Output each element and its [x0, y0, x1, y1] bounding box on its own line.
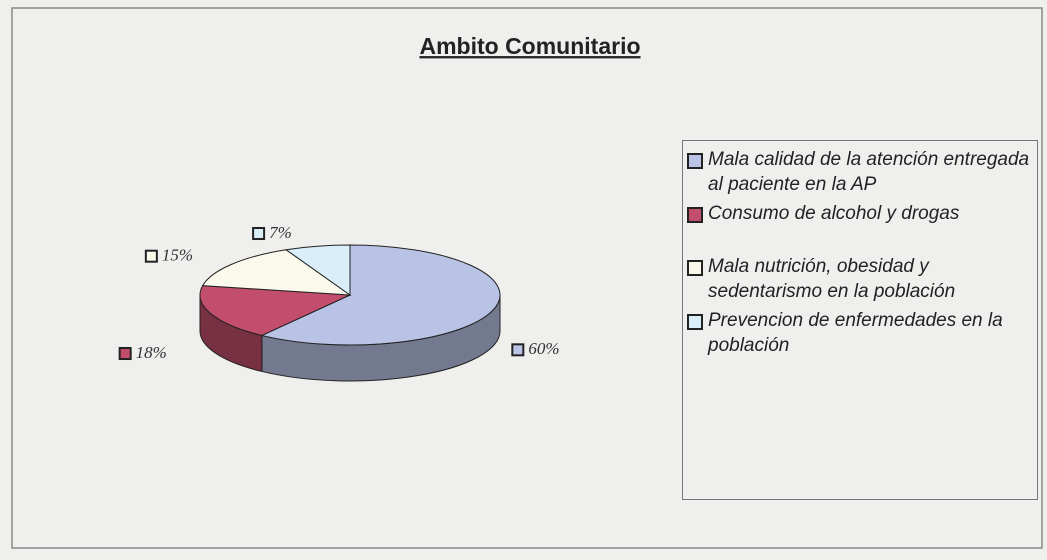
value-label-swatch — [511, 343, 525, 357]
value-label: 60% — [528, 339, 559, 358]
value-label: 15% — [162, 246, 193, 265]
chart-title: Ambito Comunitario — [419, 33, 640, 59]
slice — [201, 249, 352, 296]
slice — [260, 244, 501, 346]
legend-swatch — [687, 207, 703, 223]
value-label: 18% — [136, 343, 167, 362]
legend-label: Mala nutrición, obesidad y sedentarismo … — [708, 256, 956, 302]
value-label-swatch — [144, 249, 158, 263]
legend: Mala calidad de la atención entregada al… — [682, 140, 1038, 500]
legend-entry: Mala calidad de la atención entregada al… — [687, 147, 1033, 197]
legend-entry: Consumo de alcohol y drogas — [687, 201, 1033, 226]
value-label-swatch — [252, 227, 266, 241]
value-label: 7% — [269, 223, 292, 242]
legend-swatch — [687, 153, 703, 169]
legend-entry: Prevencion de enfermedades en la poblaci… — [687, 308, 1033, 358]
legend-swatch — [687, 314, 703, 330]
chart-border — [11, 7, 1043, 549]
value-label-swatch — [118, 347, 132, 361]
legend-label: Mala calidad de la atención entregada al… — [708, 149, 1030, 195]
slice — [199, 285, 351, 336]
legend-label: Prevencion de enfermedades en la poblaci… — [708, 310, 1003, 356]
legend-entry: Mala nutrición, obesidad y sedentarismo … — [687, 254, 1033, 304]
slice — [284, 244, 351, 296]
legend-swatch — [687, 260, 703, 276]
legend-label: Consumo de alcohol y drogas — [708, 203, 960, 224]
